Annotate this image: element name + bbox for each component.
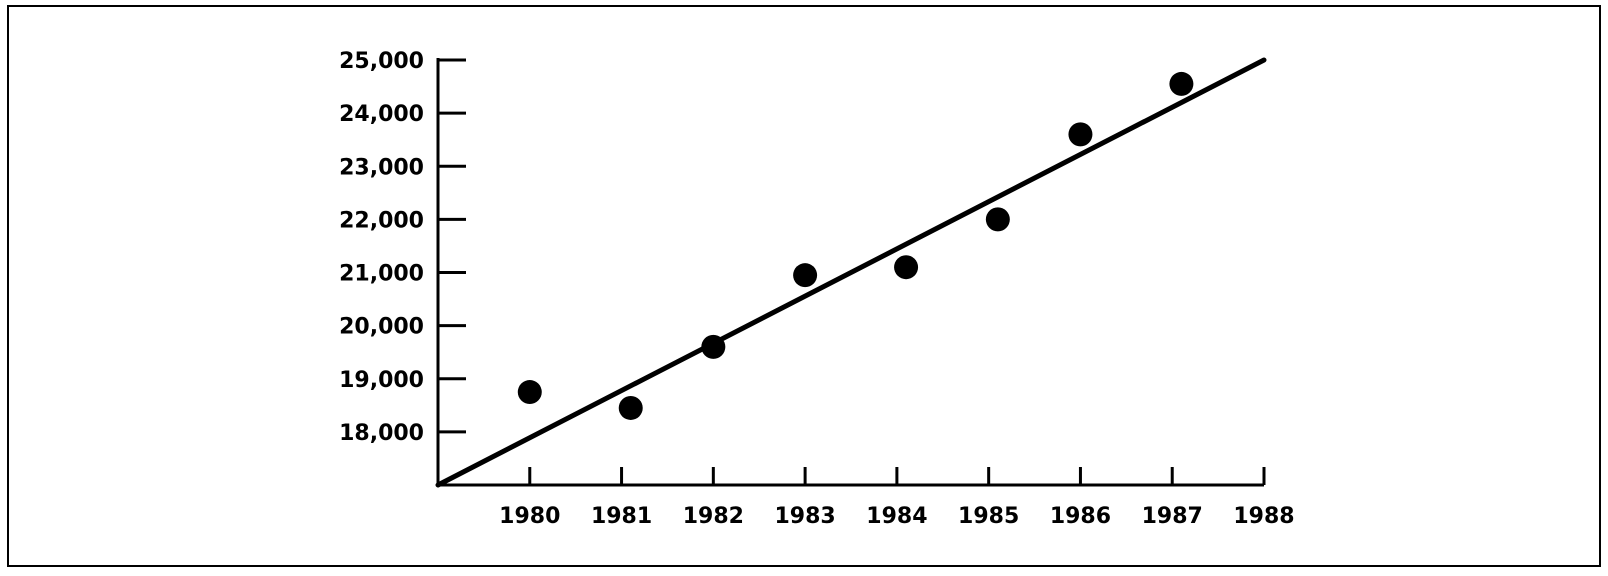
x-tick-label: 1980 [499, 504, 560, 529]
y-tick-label: 19,000 [339, 368, 424, 393]
data-point [894, 255, 919, 280]
data-point [985, 207, 1010, 232]
trendline [435, 57, 1267, 488]
y-axis-ticks: 18,000 19,000 20,000 21,000 22,000 23,000 24,0… [339, 49, 466, 446]
data-point [701, 334, 726, 359]
x-tick-label: 1988 [1233, 504, 1294, 529]
chart-frame [7, 5, 1601, 567]
data-point [517, 380, 542, 405]
data-point [1068, 122, 1093, 147]
x-tick-label: 1987 [1142, 504, 1203, 529]
y-tick-label: 21,000 [339, 262, 424, 287]
y-tick-label: 18,000 [339, 421, 424, 446]
x-tick-label: 1984 [866, 504, 927, 529]
y-tick-label: 23,000 [339, 155, 424, 180]
data-points [517, 71, 1194, 420]
x-tick-label: 1982 [683, 504, 744, 529]
x-tick-label: 1985 [958, 504, 1019, 529]
x-tick-label: 1981 [591, 504, 652, 529]
data-point [618, 395, 643, 420]
y-tick-label: 24,000 [339, 102, 424, 127]
y-tick-label: 25,000 [339, 49, 424, 74]
y-tick-label: 22,000 [339, 208, 424, 233]
x-axis-ticks: 1980 1981 1982 1983 1984 1985 1986 1987 1988 [499, 467, 1295, 529]
x-tick-label: 1983 [774, 504, 835, 529]
y-tick-label: 20,000 [339, 315, 424, 340]
data-point [793, 263, 818, 288]
data-point [1169, 71, 1194, 96]
x-tick-label: 1986 [1050, 504, 1111, 529]
trendline-group [435, 57, 1267, 488]
